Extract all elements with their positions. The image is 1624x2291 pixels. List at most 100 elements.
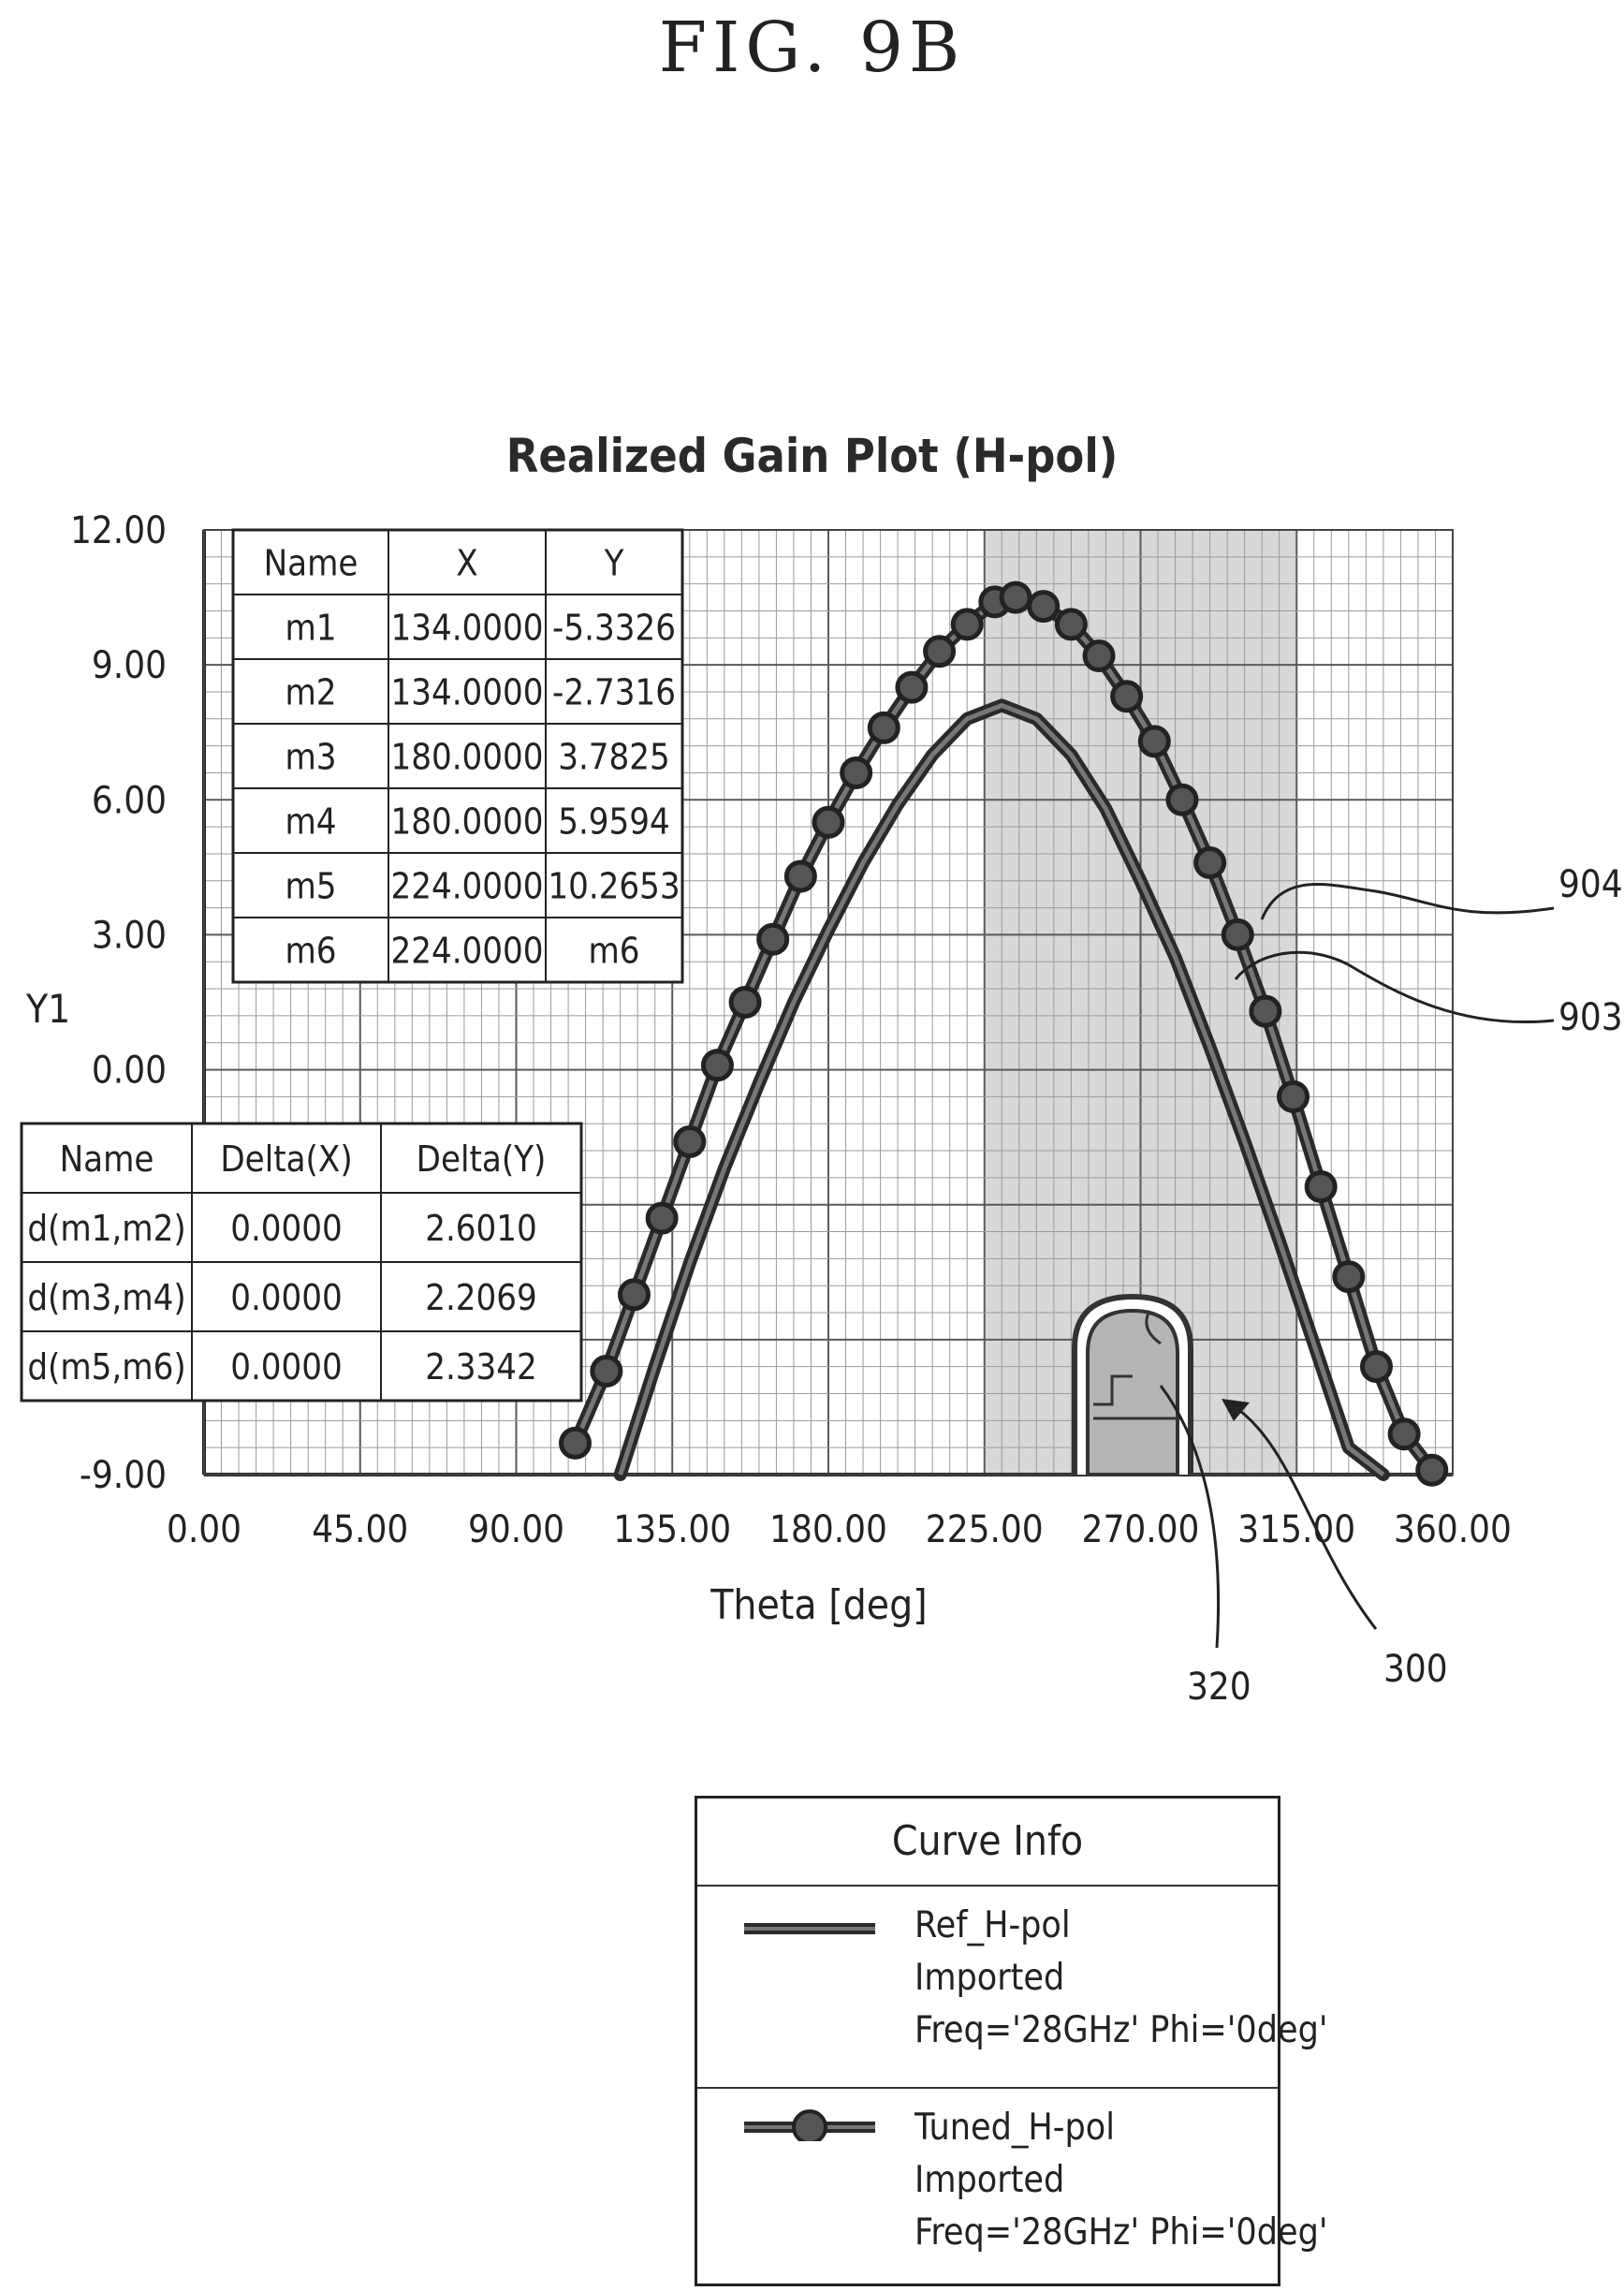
table-cell: 2.2069	[425, 1277, 537, 1318]
series-line-core	[618, 702, 1385, 1476]
x-tick-label: 360.00	[1394, 1508, 1512, 1551]
plot-frame	[203, 529, 1454, 1476]
table-cell: 3.7825	[558, 737, 670, 778]
series-ref-h-pol	[613, 698, 1390, 1481]
data-point	[1249, 994, 1282, 1028]
legend-tuned-name: Tuned_H-pol	[914, 2107, 1115, 2149]
x-tick-label: 0.00	[167, 1508, 241, 1551]
x-tick-label: 315.00	[1237, 1508, 1355, 1551]
data-point	[700, 1049, 734, 1082]
data-point	[1387, 1417, 1421, 1451]
table-cell: 5.9594	[558, 801, 670, 843]
data-point	[1054, 608, 1088, 641]
data-point	[1027, 590, 1061, 624]
legend-ref-source: Imported	[914, 1957, 1065, 1999]
legend-entry-ref: Ref_H-pol Imported Freq='28GHz' Phi='0de…	[697, 1887, 1328, 2089]
gain-chart: 0.00 45.00 90.00 135.00 180.00 225.00 270.00 31…	[20, 509, 1623, 1709]
table-cell: 180.0000	[390, 801, 543, 843]
data-point	[1221, 918, 1254, 951]
x-tick-label: 225.00	[926, 1508, 1044, 1551]
y-tick-label: 12.00	[70, 509, 167, 552]
table-header-cell: Delta(Y)	[417, 1138, 547, 1180]
data-point	[923, 635, 957, 668]
y-tick-label: -9.00	[80, 1454, 167, 1497]
device-notch	[1145, 1310, 1162, 1345]
table-cell: 134.0000	[390, 608, 543, 649]
data-point	[950, 608, 984, 641]
table-header-cell: X	[456, 543, 477, 584]
table-cell: d(m3,m4)	[27, 1277, 185, 1318]
y-tick-label: 6.00	[92, 779, 167, 822]
chart-title: Realized Gain Plot (H-pol)	[505, 429, 1119, 483]
leader-903	[1234, 950, 1555, 1024]
legend-ref-params: Freq='28GHz' Phi='0deg'	[914, 2009, 1328, 2051]
data-point	[1193, 846, 1227, 880]
data-point	[617, 1278, 651, 1312]
data-point	[867, 711, 900, 744]
y-tick-label: 3.00	[92, 914, 167, 957]
device-inner-line	[1093, 1374, 1133, 1406]
annotation-320: 320	[1187, 1666, 1251, 1709]
data-point	[895, 670, 929, 704]
table-cell: m6	[588, 931, 639, 972]
data-point	[1165, 783, 1199, 816]
table-cell: 134.0000	[390, 672, 543, 713]
table-cell: 2.3342	[425, 1346, 537, 1388]
data-point	[645, 1201, 679, 1235]
table-cell: -5.3326	[552, 608, 676, 649]
table-cell: 180.0000	[390, 737, 543, 778]
legend-entry-tuned: Tuned_H-pol Imported Freq='28GHz' Phi='0…	[697, 2089, 1328, 2289]
x-tick-label: 135.00	[613, 1508, 731, 1551]
data-point	[1110, 680, 1144, 713]
y-tick-label: 0.00	[92, 1050, 167, 1093]
leader-300	[1230, 1403, 1378, 1630]
legend-ref-name: Ref_H-pol	[914, 1904, 1071, 1946]
data-point	[590, 1354, 623, 1388]
legend-tuned-source: Imported	[914, 2159, 1065, 2201]
data-point	[1277, 1079, 1310, 1113]
data-point	[1082, 639, 1116, 673]
x-axis-label: Theta [deg]	[710, 1581, 928, 1629]
table-cell: m3	[285, 737, 336, 778]
data-point	[999, 580, 1032, 614]
table-cell: 10.2653	[548, 866, 680, 907]
annotation-904: 904	[1558, 863, 1623, 906]
curve-info-legend: Curve Info Ref_H-pol Imported Freq='28GH…	[695, 1796, 1328, 2289]
y-axis-label: Y1	[25, 986, 70, 1032]
arrowhead-300	[1222, 1399, 1250, 1421]
data-point	[1359, 1350, 1393, 1384]
markers-table-frame	[231, 528, 684, 984]
ref-line-swatch	[744, 1923, 875, 1934]
x-tick-label: 45.00	[312, 1508, 408, 1551]
table-cell: m4	[285, 801, 336, 843]
leader-320	[1159, 1385, 1221, 1649]
table-cell: 224.0000	[390, 866, 543, 907]
annotation-300: 300	[1383, 1648, 1448, 1691]
legend-tuned-params: Freq='28GHz' Phi='0deg'	[914, 2211, 1328, 2254]
tuned-line-swatch	[744, 2109, 875, 2141]
table-cell: m6	[285, 931, 336, 972]
delta-table	[20, 1122, 583, 1403]
table-header-cell: Y	[604, 543, 624, 584]
data-point	[1332, 1260, 1366, 1294]
figure-label: FIG. 9B	[658, 7, 966, 88]
data-point	[728, 986, 762, 1019]
data-point	[558, 1426, 592, 1460]
markers-table	[231, 528, 684, 984]
data-point	[812, 805, 845, 839]
table-header-cell: Delta(X)	[220, 1138, 352, 1180]
table-cell: d(m5,m6)	[27, 1346, 185, 1388]
table-header-cell: Name	[264, 543, 358, 584]
table-cell: m5	[285, 866, 336, 907]
x-tick-label: 270.00	[1082, 1508, 1200, 1551]
data-point	[783, 859, 817, 893]
device-illustration	[1072, 1293, 1193, 1476]
device-body	[1086, 1308, 1179, 1476]
table-header-cell: Name	[60, 1138, 154, 1180]
data-point	[1304, 1169, 1338, 1203]
x-tick-label: 90.00	[468, 1508, 564, 1551]
data-point	[840, 756, 873, 789]
data-point	[756, 922, 790, 956]
table-cell: 224.0000	[390, 931, 543, 972]
table-cell: 0.0000	[230, 1208, 343, 1249]
